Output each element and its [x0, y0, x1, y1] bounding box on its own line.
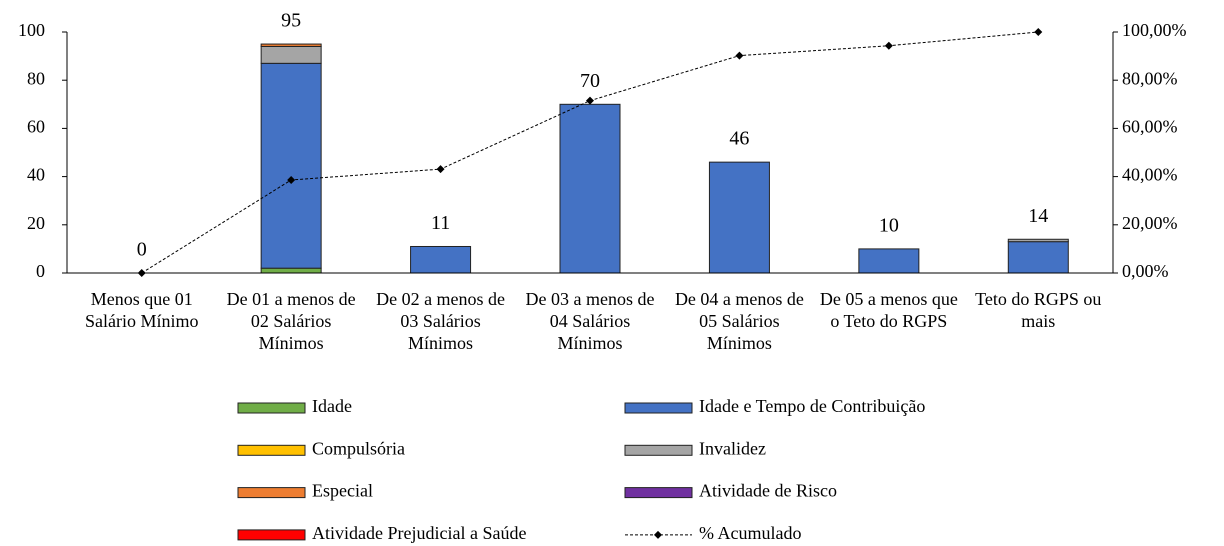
- line-marker: [1034, 28, 1043, 36]
- bar-segment: [260, 45, 322, 64]
- legend-label: Atividade de Risco: [699, 481, 837, 501]
- y2-tick-label: 80,00%: [1122, 68, 1178, 88]
- legend-swatch: [237, 444, 306, 456]
- legend-swatch: [237, 529, 306, 541]
- legend-label: Especial: [312, 481, 373, 501]
- bar-segment: [559, 103, 621, 274]
- y-tick-label: 100: [18, 20, 45, 40]
- y-tick-label: 0: [36, 261, 45, 281]
- y-tick-label: 80: [27, 68, 45, 88]
- legend-label: Atividade Prejudicial a Saúde: [312, 523, 526, 543]
- total-label: 14: [1028, 205, 1048, 227]
- legend-swatch: [624, 402, 693, 414]
- legend-swatch: [624, 444, 693, 456]
- line-marker: [287, 175, 296, 184]
- line-marker: [586, 96, 594, 105]
- y-tick-label: 40: [27, 165, 45, 185]
- total-label: 11: [431, 212, 450, 234]
- x-tick-label: De 03 a menos de 04 Salários Mínimos: [525, 289, 655, 353]
- x-tick-label: De 05 a menos que o Teto do RGPS: [819, 289, 958, 331]
- y-tick-label: 60: [27, 117, 45, 137]
- bar-segment: [410, 245, 472, 274]
- x-tick-label: Teto do RGPS ou mais: [975, 289, 1102, 331]
- total-label: 0: [137, 239, 147, 261]
- bar-segment: [708, 161, 770, 274]
- total-label: 10: [879, 214, 899, 236]
- line-marker: [735, 51, 744, 60]
- x-tick-label: De 04 a menos de 05 Salários Mínimos: [674, 289, 804, 353]
- y-tick-label: 20: [27, 213, 45, 233]
- bar-segment: [858, 248, 920, 274]
- x-tick-label: De 02 a menos de 03 Salários Mínimos: [376, 289, 506, 353]
- legend-label: Compulsória: [312, 438, 405, 458]
- bar-segment: [260, 267, 322, 274]
- y2-tick-label: 20,00%: [1122, 213, 1178, 233]
- y2-tick-label: 40,00%: [1122, 165, 1178, 185]
- legend-swatch: [237, 402, 306, 414]
- bar-segment: [1007, 241, 1069, 274]
- legend-swatch: [624, 487, 693, 499]
- total-label: 95: [281, 10, 301, 32]
- x-tick-label: Menos que 01 Salário Mínimo: [84, 289, 199, 331]
- total-label: 70: [580, 70, 600, 92]
- line-marker: [436, 165, 445, 174]
- legend-label: Idade: [312, 396, 352, 416]
- line-marker: [884, 41, 893, 50]
- x-tick-label: De 01 a menos de 02 Salários Mínimos: [226, 289, 356, 353]
- y2-tick-label: 0,00%: [1122, 261, 1169, 281]
- total-label: 46: [729, 128, 749, 150]
- bar-segment: [260, 43, 322, 47]
- legend-label: Invalidez: [699, 438, 766, 458]
- y2-tick-label: 60,00%: [1122, 117, 1178, 137]
- legend-marker: [654, 530, 662, 539]
- bar-segment: [260, 62, 322, 269]
- y2-tick-label: 100,00%: [1122, 20, 1187, 40]
- legend-swatch: [237, 487, 306, 499]
- legend-label: % Acumulado: [699, 523, 801, 543]
- bar-segment: [1007, 238, 1069, 243]
- legend-label: Idade e Tempo de Contribuição: [699, 396, 925, 416]
